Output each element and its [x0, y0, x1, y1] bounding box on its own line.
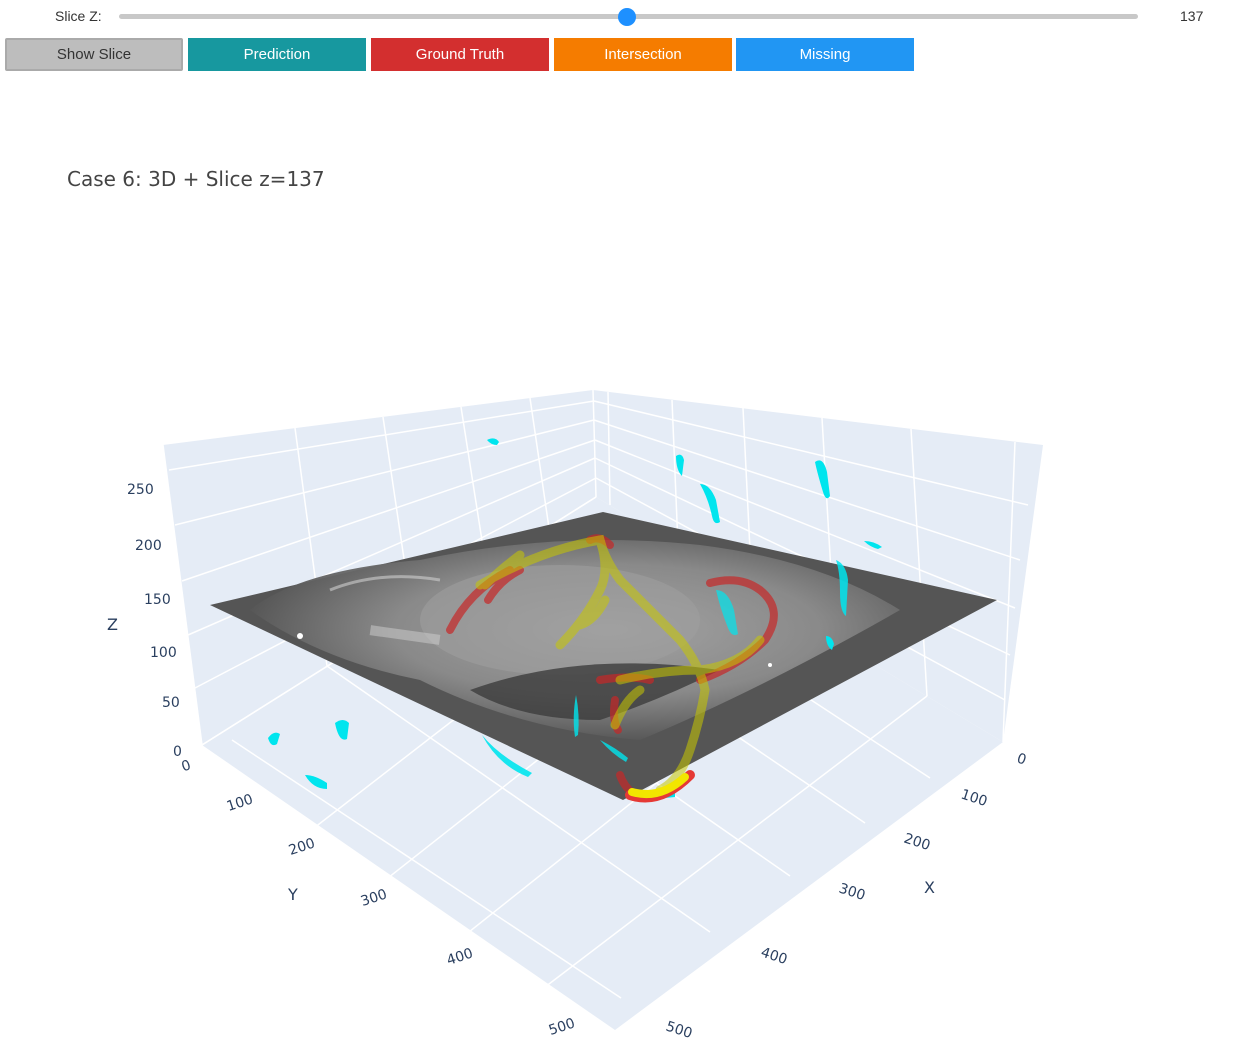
ct-slice-plane: [210, 512, 997, 800]
slider-label: Slice Z:: [55, 8, 102, 24]
intersection-vessels: [475, 534, 765, 795]
z-tick: 100: [150, 645, 177, 661]
z-tick: 0: [173, 744, 182, 760]
intersection-blob: [625, 770, 695, 803]
z-tick: 50: [162, 695, 180, 711]
y-axis-title: Y: [287, 885, 298, 904]
slider-thumb[interactable]: [617, 8, 636, 26]
y-tick: 100: [225, 791, 255, 814]
y-tick: 400: [445, 945, 475, 968]
show-slice-button[interactable]: Show Slice: [5, 38, 183, 71]
z-tick: 150: [144, 592, 171, 608]
missing-segments-high: [487, 438, 882, 762]
ground-truth-button[interactable]: Ground Truth: [371, 38, 549, 71]
slice-z-slider-row: Slice Z: 137: [0, 0, 1236, 34]
slice-z-slider[interactable]: [119, 8, 1138, 26]
x-tick: 500: [664, 1019, 694, 1040]
z-axis-ticks: 250 200 150 100 50 0: [127, 482, 182, 760]
x-tick: 300: [837, 881, 867, 904]
slider-value: 137: [1180, 8, 1204, 24]
y-tick: 300: [359, 886, 389, 909]
y-tick: 500: [547, 1015, 577, 1038]
y-tick: 0: [180, 757, 193, 775]
prediction-button[interactable]: Prediction: [188, 38, 366, 71]
x-axis-title: X: [924, 878, 935, 897]
z-tick: 250: [127, 482, 154, 498]
x-tick: 100: [959, 787, 989, 810]
z-tick: 200: [135, 538, 162, 554]
x-tick: 200: [902, 831, 932, 854]
y-tick: 200: [287, 835, 317, 858]
plot-title: Case 6: 3D + Slice z=137: [67, 167, 325, 191]
x-tick: 0: [1015, 751, 1028, 769]
z-axis-title: Z: [107, 615, 118, 634]
intersection-button[interactable]: Intersection: [554, 38, 732, 71]
x-tick: 400: [759, 945, 789, 968]
missing-button[interactable]: Missing: [736, 38, 914, 71]
